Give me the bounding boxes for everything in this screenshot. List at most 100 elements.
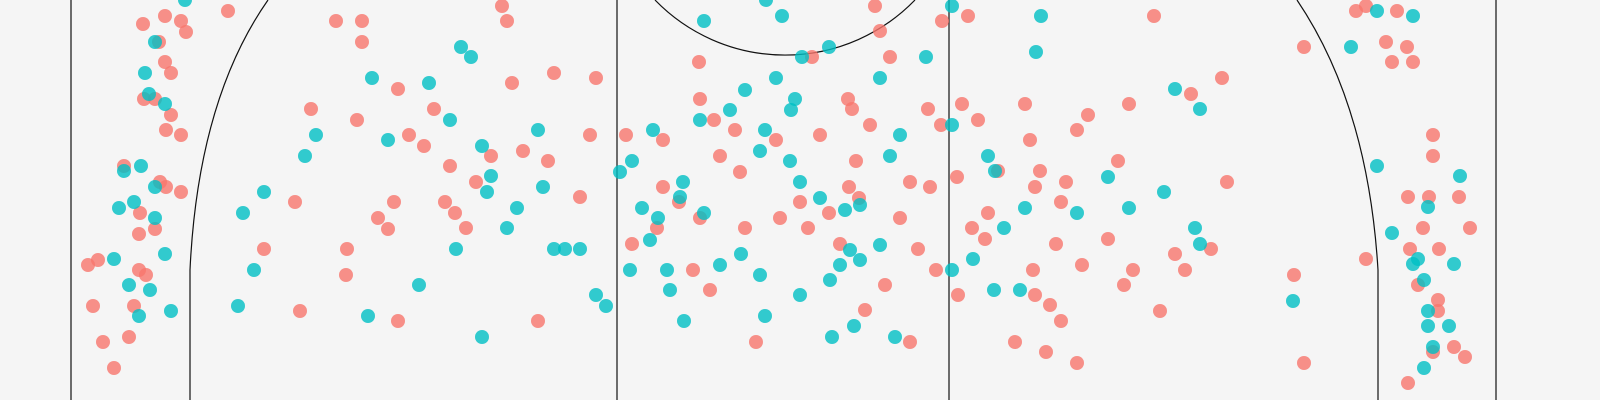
shot-point	[159, 123, 173, 137]
shot-point	[505, 76, 519, 90]
shot-point	[339, 268, 353, 282]
shot-point	[136, 17, 150, 31]
shot-point	[448, 206, 462, 220]
shot-point	[863, 118, 877, 132]
shot-point	[738, 83, 752, 97]
shot-point	[697, 14, 711, 28]
shot-point	[813, 191, 827, 205]
shot-point	[693, 92, 707, 106]
shot-point	[1458, 350, 1472, 364]
shot-point	[298, 149, 312, 163]
shot-point	[793, 288, 807, 302]
shot-point	[1117, 278, 1131, 292]
shot-point	[231, 299, 245, 313]
shot-point	[825, 330, 839, 344]
shot-point	[158, 9, 172, 23]
shot-point	[1026, 263, 1040, 277]
shot-point	[919, 50, 933, 64]
shot-point	[1447, 257, 1461, 271]
shot-point	[1385, 55, 1399, 69]
shot-point	[558, 242, 572, 256]
shot-point	[402, 128, 416, 142]
shot-point	[686, 263, 700, 277]
shot-point	[619, 128, 633, 142]
shot-point	[371, 211, 385, 225]
shot-point	[676, 175, 690, 189]
shot-point	[843, 243, 857, 257]
shot-point	[1034, 9, 1048, 23]
shot-point	[148, 180, 162, 194]
shots	[81, 0, 1477, 390]
shot-point	[1453, 169, 1467, 183]
shot-point	[1049, 237, 1063, 251]
shot-point	[981, 149, 995, 163]
shot-point	[158, 247, 172, 261]
shot-point	[783, 154, 797, 168]
shot-point	[813, 128, 827, 142]
shot-point	[484, 149, 498, 163]
shot-point	[391, 82, 405, 96]
shot-point	[257, 242, 271, 256]
shot-point	[965, 221, 979, 235]
shot-point	[1070, 206, 1084, 220]
shot-point	[728, 123, 742, 137]
shot-point	[573, 242, 587, 256]
shot-point	[1081, 108, 1095, 122]
shot-point	[945, 0, 959, 13]
shot-point	[656, 133, 670, 147]
shot-point	[1215, 71, 1229, 85]
shot-point	[443, 159, 457, 173]
shot-point	[480, 185, 494, 199]
shot-point	[454, 40, 468, 54]
shot-point	[247, 263, 261, 277]
shot-point	[583, 128, 597, 142]
shot-point	[1406, 9, 1420, 23]
shot-point	[1385, 226, 1399, 240]
shot-point	[547, 66, 561, 80]
shot-point	[987, 283, 1001, 297]
shot-point	[1193, 237, 1207, 251]
shot-point	[412, 278, 426, 292]
shot-point	[391, 314, 405, 328]
shot-point	[1431, 304, 1445, 318]
shot-point	[758, 123, 772, 137]
shot-point	[971, 113, 985, 127]
shot-point	[988, 164, 1002, 178]
shot-point	[997, 221, 1011, 235]
shot-point	[484, 169, 498, 183]
shot-point	[1297, 40, 1311, 54]
shot-point	[966, 252, 980, 266]
shot-point	[516, 144, 530, 158]
shot-point	[355, 14, 369, 28]
shot-point	[464, 50, 478, 64]
shot-point	[1043, 298, 1057, 312]
shot-point	[142, 87, 156, 101]
shot-point	[841, 92, 855, 106]
shot-point	[122, 330, 136, 344]
shot-point	[1023, 133, 1037, 147]
shot-point	[929, 263, 943, 277]
shot-point	[1432, 242, 1446, 256]
shot-point	[784, 103, 798, 117]
shot-point	[107, 252, 121, 266]
shot-point	[978, 232, 992, 246]
shot-point	[734, 247, 748, 261]
shot-point	[1452, 190, 1466, 204]
shot-point	[1147, 9, 1161, 23]
shot-point	[1070, 356, 1084, 370]
shot-point	[1184, 87, 1198, 101]
shot-point	[1059, 175, 1073, 189]
shot-point	[849, 154, 863, 168]
shot-point	[422, 76, 436, 90]
shot-point	[823, 273, 837, 287]
shot-point	[547, 242, 561, 256]
shot-point	[793, 195, 807, 209]
shot-point	[1421, 304, 1435, 318]
shot-point	[1178, 263, 1192, 277]
shot-point	[1153, 304, 1167, 318]
shot-point	[1013, 283, 1027, 297]
shot-point	[961, 9, 975, 23]
shot-point	[138, 66, 152, 80]
shot-point	[1401, 376, 1415, 390]
